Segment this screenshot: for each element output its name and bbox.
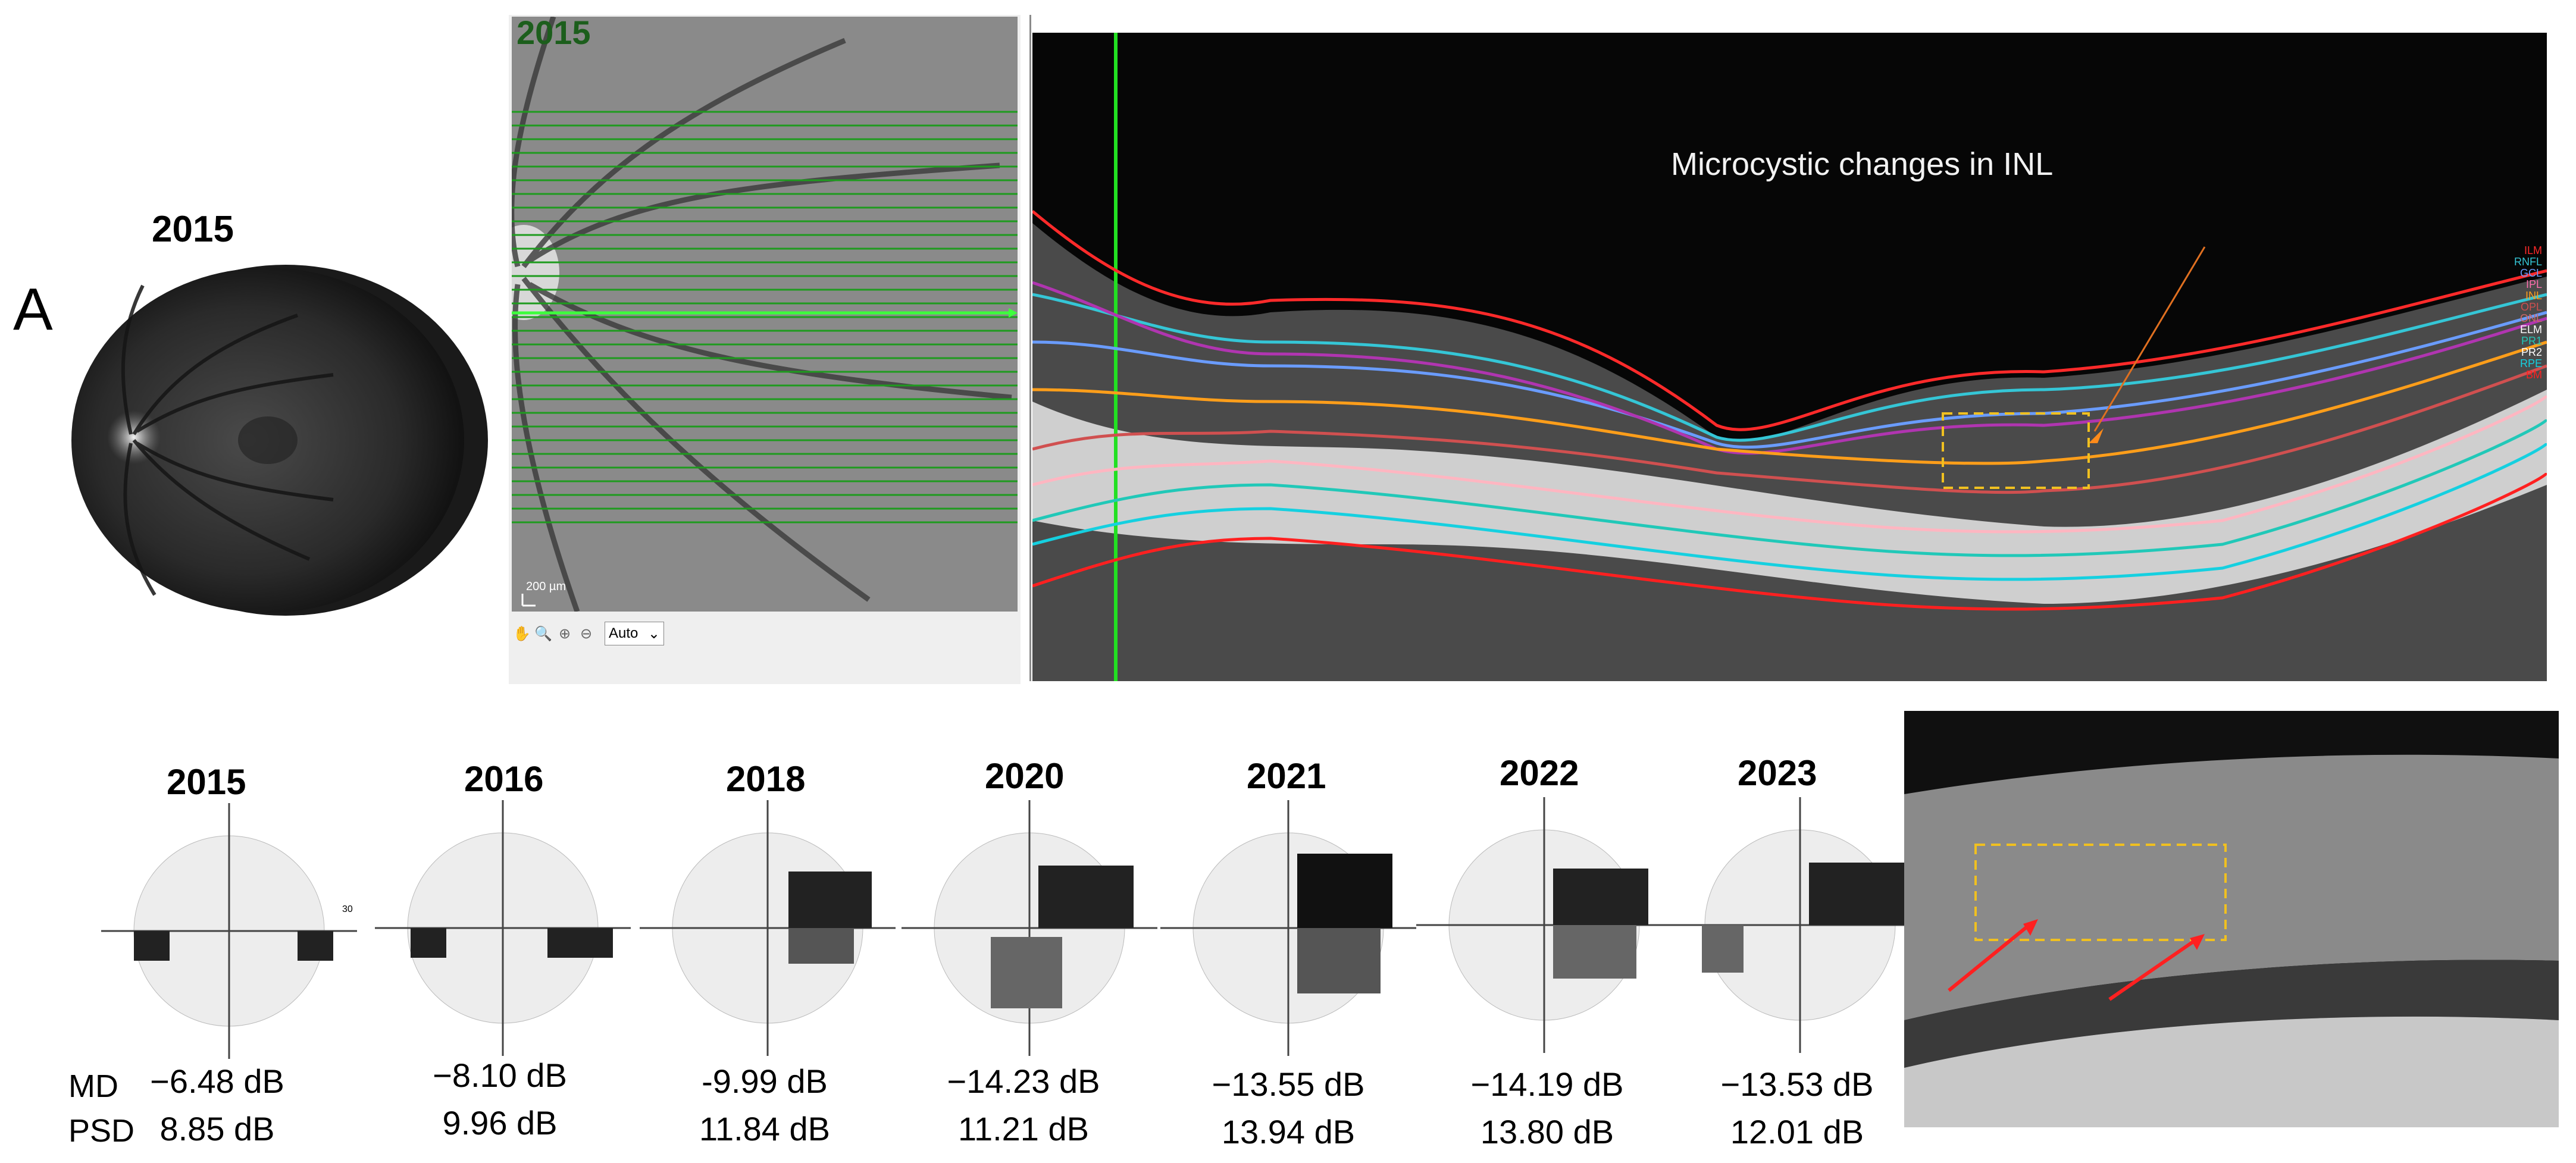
- oct-bscan: [1032, 33, 2547, 681]
- zoom-select-value: Auto: [609, 625, 638, 641]
- layer-label: IPL: [2525, 278, 2542, 290]
- slo-year-label: 2015: [517, 14, 591, 51]
- infrared-slo-image: [512, 17, 1018, 612]
- vf-year-label: 2021: [1247, 756, 1326, 796]
- chevron-down-icon: ⌄: [647, 625, 660, 642]
- layer-label: GCL: [2519, 267, 2542, 279]
- md-value: −13.53 dB: [1720, 1065, 1874, 1103]
- vf-axis-tick: 30: [342, 904, 353, 914]
- zoom-out-icon[interactable]: ⊖: [580, 625, 593, 642]
- panel-divider: [1029, 15, 1031, 681]
- layer-label: RPE: [2519, 358, 2542, 369]
- layer-legend: ILM RNFL GCL IPL INL OPL ONL ELM PR1 PR2…: [2506, 245, 2542, 381]
- visual-field-plot: [902, 800, 1157, 1056]
- magnifier-icon[interactable]: 🔍: [534, 625, 552, 642]
- panel-label: A: [13, 276, 53, 343]
- layer-label: RNFL: [2514, 256, 2542, 268]
- fundus-photo: [71, 265, 488, 616]
- fundus-year-label: 2015: [152, 209, 234, 250]
- layer-label: OPL: [2520, 301, 2542, 313]
- vf-year-label: 2018: [726, 759, 806, 799]
- vf-year-label: 2015: [167, 762, 246, 802]
- visual-field-plot: [1416, 797, 1672, 1053]
- layer-label: ONL: [2519, 312, 2542, 324]
- visual-field-plot: [375, 800, 631, 1056]
- layer-label: ELM: [2519, 324, 2542, 336]
- psd-value: 12.01 dB: [1730, 1113, 1864, 1151]
- psd-value: 11.21 dB: [957, 1110, 1090, 1148]
- layer-label: ILM: [2524, 244, 2542, 256]
- visual-field-plot: [640, 800, 896, 1056]
- psd-value: 8.85 dB: [159, 1110, 275, 1148]
- zoom-in-icon[interactable]: ⊕: [558, 625, 571, 642]
- visual-field-plot: [1672, 797, 1928, 1053]
- layer-label: BM: [2526, 369, 2542, 381]
- zoom-select[interactable]: Auto ⌄: [605, 622, 664, 645]
- layer-label: PR2: [2521, 346, 2542, 358]
- scale-bar-label: 200 µm: [526, 580, 566, 593]
- hand-icon[interactable]: ✋: [513, 625, 531, 642]
- md-value: -9.99 dB: [702, 1062, 828, 1100]
- vf-year-label: 2022: [1500, 753, 1579, 793]
- psd-value: 13.94 dB: [1221, 1113, 1356, 1151]
- oct-zoom-inset: [1904, 711, 2559, 1127]
- md-value: −6.48 dB: [150, 1062, 284, 1100]
- vf-year-label: 2016: [464, 759, 544, 799]
- vf-year-label: 2023: [1738, 753, 1817, 793]
- psd-value: 13.80 dB: [1480, 1113, 1614, 1151]
- layer-label: INL: [2525, 290, 2542, 302]
- psd-value: 11.84 dB: [699, 1110, 831, 1148]
- md-value: −8.10 dB: [433, 1057, 567, 1094]
- viewer-toolbar: ✋ 🔍 ⊕ ⊖ Auto ⌄: [513, 619, 664, 648]
- psd-row-label: PSD: [68, 1113, 135, 1149]
- vf-year-label: 2020: [985, 756, 1065, 796]
- psd-value: 9.96 dB: [442, 1104, 558, 1142]
- visual-field-plot: [101, 803, 357, 1059]
- oct-annotation: Microcystic changes in INL: [1671, 146, 2054, 182]
- md-value: −14.19 dB: [1470, 1065, 1624, 1103]
- md-value: −13.55 dB: [1212, 1065, 1365, 1103]
- md-value: −14.23 dB: [947, 1062, 1100, 1100]
- layer-label: PR1: [2521, 335, 2542, 347]
- md-row-label: MD: [68, 1068, 118, 1104]
- visual-field-plot: [1160, 800, 1416, 1056]
